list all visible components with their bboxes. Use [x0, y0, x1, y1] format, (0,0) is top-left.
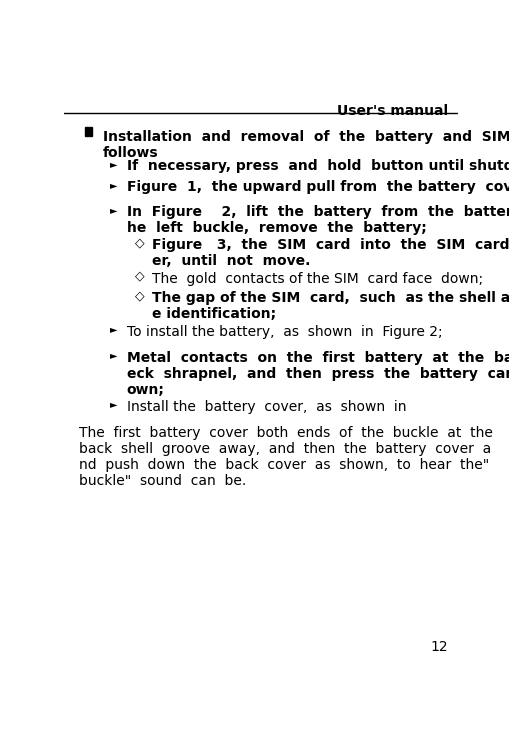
Text: ◇: ◇ [134, 290, 144, 303]
Text: back  shell  groove  away,  and  then  the  battery  cover  a: back shell groove away, and then the bat… [79, 442, 492, 455]
Text: 12: 12 [431, 640, 448, 654]
Text: Figure  1,  the upward pull from  the battery  cover;: Figure 1, the upward pull from the batte… [127, 181, 509, 195]
Text: Install the  battery  cover,  as  shown  in: Install the battery cover, as shown in [127, 399, 406, 413]
Text: he  left  buckle,  remove  the  battery;: he left buckle, remove the battery; [127, 222, 427, 235]
Text: ►: ► [110, 324, 118, 335]
Text: Figure   3,  the  SIM  card  into  the  SIM  card  hold: Figure 3, the SIM card into the SIM card… [152, 238, 509, 252]
Text: ►: ► [110, 399, 118, 410]
Text: Metal  contacts  on  the  first  battery  at  the  battery-d: Metal contacts on the first battery at t… [127, 351, 509, 365]
Text: To install the battery,  as  shown  in  Figure 2;: To install the battery, as shown in Figu… [127, 324, 442, 339]
Text: ►: ► [110, 181, 118, 190]
Text: own;: own; [127, 383, 164, 397]
Text: ◇: ◇ [134, 237, 144, 249]
Text: eck  shrapnel,  and  then  press  the  battery  can  be  d: eck shrapnel, and then press the battery… [127, 367, 509, 380]
Text: User's manual: User's manual [337, 104, 448, 118]
Text: ◇: ◇ [134, 270, 144, 283]
Text: buckle"  sound  can  be.: buckle" sound can be. [79, 474, 247, 488]
Text: er,  until  not  move.: er, until not move. [152, 254, 311, 268]
Text: The gap of the SIM  card,  such  as the shell at  th: The gap of the SIM card, such as the she… [152, 291, 509, 305]
Text: The  first  battery  cover  both  ends  of  the  buckle  at  the: The first battery cover both ends of the… [79, 425, 493, 440]
Text: follows: follows [103, 146, 159, 160]
Text: ►: ► [110, 351, 118, 360]
Text: ►: ► [110, 159, 118, 169]
Text: ►: ► [110, 205, 118, 215]
Text: In  Figure    2,  lift  the  battery  from  the  battery  to  t: In Figure 2, lift the battery from the b… [127, 205, 509, 219]
Bar [85, 127, 92, 136]
Text: nd  push  down  the  back  cover  as  shown,  to  hear  the": nd push down the back cover as shown, to… [79, 458, 490, 472]
Text: If  necessary, press  and  hold  button until shutdown;: If necessary, press and hold button unti… [127, 159, 509, 173]
Text: Installation  and  removal  of  the  battery  and  SIM  as: Installation and removal of the battery … [103, 130, 509, 145]
Text: The  gold  contacts of the SIM  card face  down;: The gold contacts of the SIM card face d… [152, 272, 484, 285]
Text: e identification;: e identification; [152, 307, 276, 321]
